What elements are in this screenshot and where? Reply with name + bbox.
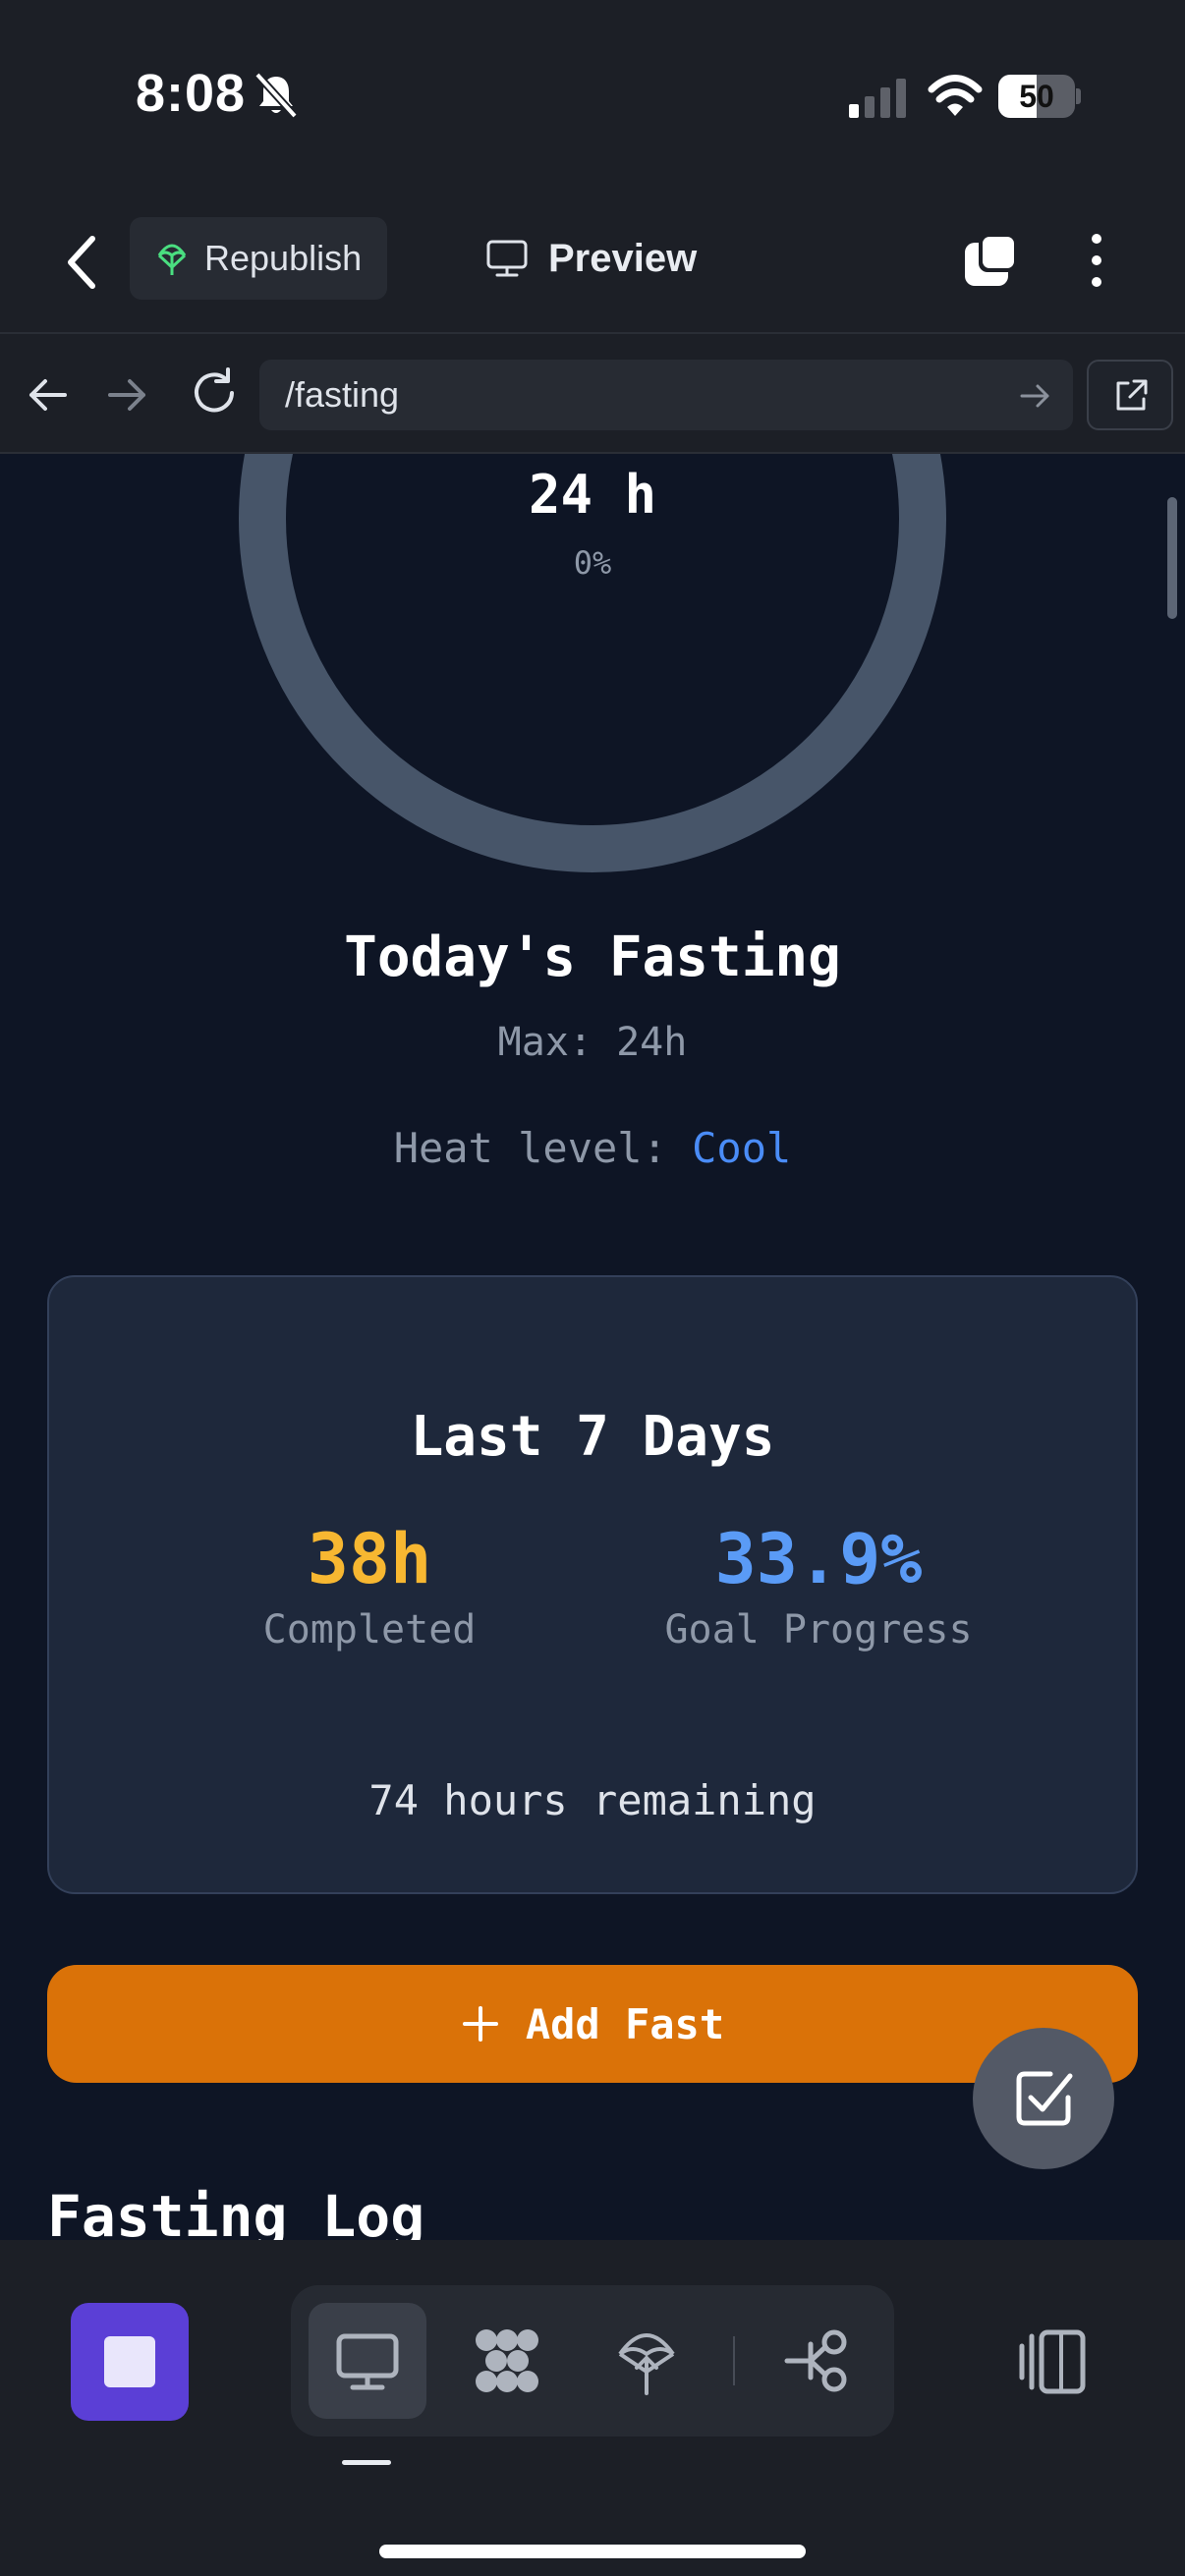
more-vertical-icon[interactable] <box>1077 229 1116 292</box>
heat-level-label: Heat level: <box>393 1124 693 1172</box>
url-input[interactable]: /fasting <box>259 360 1073 430</box>
tool-preview[interactable] <box>309 2303 426 2419</box>
tool-workspace[interactable] <box>448 2303 566 2419</box>
stop-icon <box>104 2336 155 2387</box>
external-link-icon <box>1116 379 1148 411</box>
ring-track <box>239 454 946 872</box>
nodes-icon <box>476 2329 538 2392</box>
active-tab-indicator <box>342 2460 391 2465</box>
tool-divider <box>733 2336 735 2385</box>
app-header: Republish Preview <box>0 192 1185 334</box>
plus-icon <box>462 2006 498 2042</box>
completed-label: Completed <box>262 1607 477 1652</box>
hours-remaining-text: 74 hours remaining <box>368 1776 817 1824</box>
republish-button[interactable]: Republish <box>130 217 387 300</box>
republish-label: Republish <box>204 238 363 278</box>
add-fast-button[interactable]: Add Fast <box>47 1965 1138 2083</box>
checklist-fab-button[interactable] <box>973 2028 1114 2169</box>
monitor-icon <box>486 240 528 277</box>
bell-muted-icon <box>254 72 298 119</box>
max-hours-text: Max: 24h <box>497 1020 688 1065</box>
arrow-right-icon[interactable] <box>102 369 153 420</box>
status-time: 8:08 <box>136 64 247 123</box>
add-fast-label: Add Fast <box>525 1999 725 2048</box>
summary-title: Last 7 Days <box>410 1405 775 1469</box>
back-chevron-icon[interactable] <box>59 231 108 294</box>
tool-deploy[interactable] <box>588 2303 705 2419</box>
goal-progress-label: Goal Progress <box>664 1607 973 1652</box>
open-external-button[interactable] <box>1087 360 1173 430</box>
signal-icon <box>849 79 906 118</box>
tool-switcher <box>291 2285 894 2436</box>
go-arrow-icon[interactable] <box>1018 379 1051 413</box>
scrollbar-thumb[interactable] <box>1167 497 1177 619</box>
arrow-left-icon[interactable] <box>22 369 73 420</box>
wifi-icon <box>928 75 983 116</box>
deploy-icon <box>618 2333 675 2395</box>
share-graph-icon <box>784 2329 847 2392</box>
battery-indicator: 50 <box>998 75 1081 118</box>
fasting-log-title: Fasting Log <box>47 2183 425 2240</box>
preview-label: Preview <box>548 236 698 280</box>
today-title: Today's Fasting <box>344 925 841 989</box>
ring-percent-value: 0% <box>573 544 612 582</box>
battery-level-text: 50 <box>1019 79 1054 114</box>
goal-progress-stat: 33.9% Goal Progress <box>622 1519 1015 1652</box>
completed-value: 38h <box>307 1519 432 1599</box>
goal-progress-value: 33.9% <box>714 1519 923 1599</box>
preview-button[interactable]: Preview <box>485 217 697 300</box>
completed-stat: 38h Completed <box>173 1519 566 1652</box>
tabs-icon[interactable] <box>961 229 1024 292</box>
status-bar: 8:08 50 <box>0 0 1185 192</box>
heat-level-value: Cool <box>692 1124 792 1172</box>
stop-button[interactable] <box>71 2303 189 2421</box>
reload-icon[interactable] <box>187 365 242 420</box>
monitor-icon <box>336 2333 399 2390</box>
url-path: /fasting <box>285 374 400 415</box>
panel-layout-icon[interactable] <box>1014 2323 1093 2401</box>
home-indicator[interactable] <box>379 2545 806 2558</box>
bottom-toolbar <box>0 2240 1185 2576</box>
weekly-summary-card: Last 7 Days 38h Completed 33.9% Goal Pro… <box>47 1275 1138 1894</box>
heat-level-text: Heat level: Cool <box>0 1124 1185 1172</box>
checkbox-icon <box>1016 2071 1073 2126</box>
deploy-icon <box>157 244 187 275</box>
tool-share[interactable] <box>759 2303 876 2419</box>
fasting-page: 24 h 0% Today's Fasting Max: 24h Heat le… <box>0 454 1185 2240</box>
url-bar: /fasting <box>0 334 1185 454</box>
ring-hours-value: 24 h <box>528 464 657 526</box>
fasting-progress-ring <box>239 454 946 872</box>
